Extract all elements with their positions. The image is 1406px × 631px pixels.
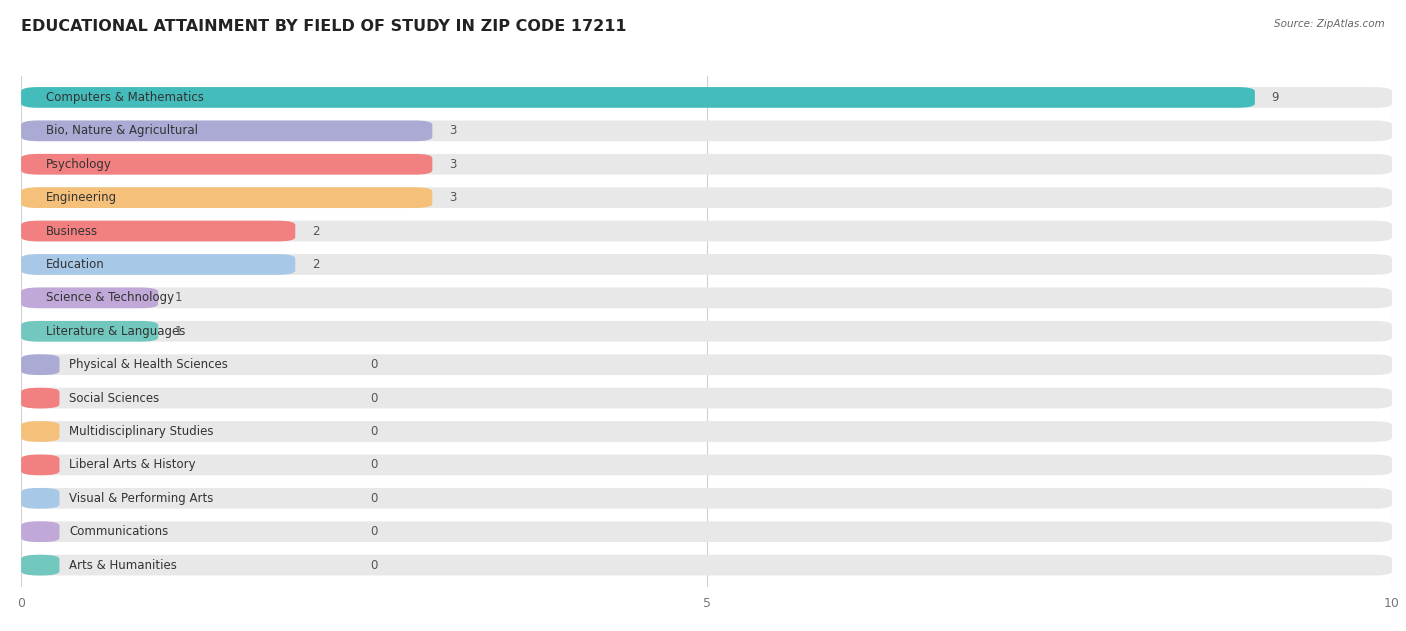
Text: 3: 3 bbox=[449, 191, 456, 204]
FancyBboxPatch shape bbox=[21, 254, 295, 275]
FancyBboxPatch shape bbox=[21, 187, 433, 208]
FancyBboxPatch shape bbox=[21, 555, 1392, 575]
Text: Computers & Mathematics: Computers & Mathematics bbox=[46, 91, 204, 104]
FancyBboxPatch shape bbox=[21, 121, 1392, 141]
FancyBboxPatch shape bbox=[21, 221, 1392, 242]
Text: Visual & Performing Arts: Visual & Performing Arts bbox=[69, 492, 214, 505]
FancyBboxPatch shape bbox=[21, 288, 159, 308]
FancyBboxPatch shape bbox=[21, 454, 1392, 475]
Text: Physical & Health Sciences: Physical & Health Sciences bbox=[69, 358, 228, 371]
FancyBboxPatch shape bbox=[21, 421, 1392, 442]
FancyBboxPatch shape bbox=[21, 87, 1392, 108]
Text: 0: 0 bbox=[371, 492, 378, 505]
FancyBboxPatch shape bbox=[21, 355, 1392, 375]
Text: Business: Business bbox=[46, 225, 98, 237]
Text: 3: 3 bbox=[449, 124, 456, 138]
FancyBboxPatch shape bbox=[21, 121, 433, 141]
FancyBboxPatch shape bbox=[21, 454, 59, 475]
Text: Bio, Nature & Agricultural: Bio, Nature & Agricultural bbox=[46, 124, 198, 138]
FancyBboxPatch shape bbox=[21, 421, 59, 442]
FancyBboxPatch shape bbox=[21, 488, 59, 509]
FancyBboxPatch shape bbox=[21, 221, 295, 242]
FancyBboxPatch shape bbox=[21, 321, 159, 341]
Text: Education: Education bbox=[46, 258, 104, 271]
FancyBboxPatch shape bbox=[21, 87, 1256, 108]
FancyBboxPatch shape bbox=[21, 254, 1392, 275]
FancyBboxPatch shape bbox=[21, 355, 59, 375]
Text: 3: 3 bbox=[449, 158, 456, 171]
Text: Arts & Humanities: Arts & Humanities bbox=[69, 558, 177, 572]
Text: 0: 0 bbox=[371, 392, 378, 404]
Text: Engineering: Engineering bbox=[46, 191, 117, 204]
Text: Source: ZipAtlas.com: Source: ZipAtlas.com bbox=[1274, 19, 1385, 29]
Text: Social Sciences: Social Sciences bbox=[69, 392, 159, 404]
FancyBboxPatch shape bbox=[21, 387, 59, 408]
Text: Multidisciplinary Studies: Multidisciplinary Studies bbox=[69, 425, 214, 438]
Text: 1: 1 bbox=[174, 325, 183, 338]
Text: Liberal Arts & History: Liberal Arts & History bbox=[69, 458, 195, 471]
FancyBboxPatch shape bbox=[21, 521, 1392, 542]
Text: Science & Technology: Science & Technology bbox=[46, 292, 174, 304]
FancyBboxPatch shape bbox=[21, 387, 1392, 408]
Text: Communications: Communications bbox=[69, 525, 169, 538]
Text: 2: 2 bbox=[312, 258, 319, 271]
FancyBboxPatch shape bbox=[21, 555, 59, 575]
Text: Literature & Languages: Literature & Languages bbox=[46, 325, 186, 338]
Text: 9: 9 bbox=[1271, 91, 1279, 104]
Text: 0: 0 bbox=[371, 525, 378, 538]
Text: 1: 1 bbox=[174, 292, 183, 304]
FancyBboxPatch shape bbox=[21, 154, 433, 175]
FancyBboxPatch shape bbox=[21, 288, 1392, 308]
Text: 0: 0 bbox=[371, 358, 378, 371]
Text: 2: 2 bbox=[312, 225, 319, 237]
Text: Psychology: Psychology bbox=[46, 158, 111, 171]
Text: EDUCATIONAL ATTAINMENT BY FIELD OF STUDY IN ZIP CODE 17211: EDUCATIONAL ATTAINMENT BY FIELD OF STUDY… bbox=[21, 19, 627, 34]
FancyBboxPatch shape bbox=[21, 488, 1392, 509]
FancyBboxPatch shape bbox=[21, 187, 1392, 208]
FancyBboxPatch shape bbox=[21, 154, 1392, 175]
FancyBboxPatch shape bbox=[21, 521, 59, 542]
Text: 0: 0 bbox=[371, 458, 378, 471]
Text: 0: 0 bbox=[371, 425, 378, 438]
Text: 0: 0 bbox=[371, 558, 378, 572]
FancyBboxPatch shape bbox=[21, 321, 1392, 341]
